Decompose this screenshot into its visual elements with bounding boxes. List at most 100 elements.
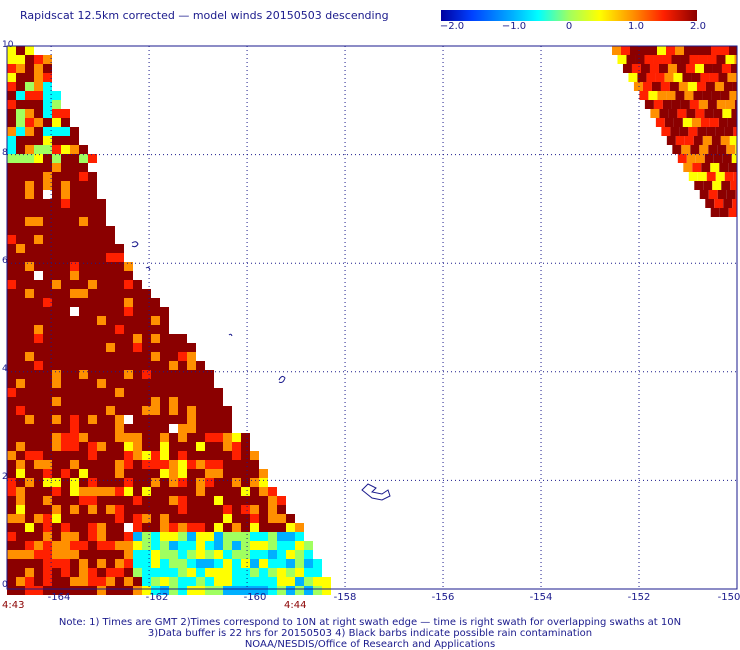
wind-cell — [178, 586, 187, 595]
wind-cell — [639, 46, 648, 55]
wind-cell — [106, 280, 115, 289]
wind-cell — [79, 244, 88, 253]
wind-cell — [205, 433, 214, 442]
wind-cell — [34, 199, 43, 208]
wind-cell — [196, 433, 205, 442]
wind-cell — [25, 46, 34, 55]
wind-cell — [169, 469, 178, 478]
wind-cell — [52, 307, 61, 316]
wind-cell — [34, 442, 43, 451]
wind-cell — [34, 460, 43, 469]
wind-cell — [178, 559, 187, 568]
wind-cell — [733, 127, 737, 136]
wind-cell — [79, 496, 88, 505]
wind-cell — [124, 325, 133, 334]
wind-cell — [43, 271, 52, 280]
wind-cell — [671, 100, 681, 109]
wind-cell — [52, 262, 61, 271]
wind-cell — [88, 226, 97, 235]
wind-cell — [25, 532, 34, 541]
wind-cell — [106, 487, 115, 496]
wind-cell — [241, 496, 250, 505]
wind-cell — [160, 370, 169, 379]
wind-cell — [178, 478, 187, 487]
wind-cell — [88, 433, 97, 442]
wind-cell — [286, 577, 295, 586]
wind-cell — [61, 208, 70, 217]
wind-cell — [79, 379, 88, 388]
wind-cell — [304, 577, 313, 586]
island-outline — [361, 483, 391, 501]
wind-cell — [43, 136, 52, 145]
wind-cell — [88, 343, 97, 352]
wind-cell — [25, 271, 34, 280]
wind-cell — [16, 586, 25, 595]
wind-cell — [106, 496, 115, 505]
wind-cell — [34, 469, 43, 478]
wind-cell — [25, 487, 34, 496]
wind-cell — [196, 550, 205, 559]
wind-cell — [241, 442, 250, 451]
wind-cell — [223, 442, 232, 451]
wind-cell — [97, 217, 106, 226]
wind-cell — [151, 550, 160, 559]
wind-cell — [711, 91, 721, 100]
wind-cell — [25, 415, 34, 424]
wind-cell — [160, 550, 169, 559]
wind-cell — [115, 487, 124, 496]
wind-cell — [214, 577, 223, 586]
wind-cell — [205, 397, 214, 406]
wind-cell — [97, 397, 106, 406]
wind-cell — [79, 424, 88, 433]
wind-cell — [709, 73, 719, 82]
wind-cell — [61, 433, 70, 442]
wind-cell — [43, 91, 52, 100]
wind-cell — [205, 514, 214, 523]
wind-cell — [223, 541, 232, 550]
wind-cell — [169, 586, 178, 595]
wind-cell — [169, 451, 178, 460]
wind-cell — [16, 325, 25, 334]
wind-cell — [277, 577, 286, 586]
wind-cell — [25, 127, 34, 136]
wind-cell — [693, 136, 703, 145]
wind-cell — [250, 550, 259, 559]
wind-cell — [16, 415, 25, 424]
wind-cell — [205, 442, 214, 451]
wind-cell — [61, 217, 70, 226]
wind-cell — [169, 379, 178, 388]
wind-cell — [52, 316, 61, 325]
wind-cell — [639, 91, 649, 100]
wind-cell — [88, 469, 97, 478]
wind-cell — [79, 172, 88, 181]
wind-cell — [79, 487, 88, 496]
wind-cell — [52, 514, 61, 523]
wind-cell — [133, 577, 142, 586]
wind-cell — [70, 343, 79, 352]
wind-cell — [70, 334, 79, 343]
wind-cell — [160, 406, 169, 415]
wind-cell — [25, 586, 34, 595]
wind-cell — [142, 415, 151, 424]
wind-cell — [52, 199, 61, 208]
wind-cell — [295, 550, 304, 559]
wind-cell — [106, 505, 115, 514]
wind-cell — [205, 415, 214, 424]
wind-cell — [25, 172, 34, 181]
wind-cell — [277, 550, 286, 559]
wind-cell — [115, 478, 124, 487]
wind-cell — [142, 487, 151, 496]
x-tick-label: -152 — [627, 592, 651, 603]
wind-cell — [106, 478, 115, 487]
wind-cell — [70, 127, 79, 136]
wind-cell — [70, 442, 79, 451]
wind-cell — [25, 253, 34, 262]
wind-cell — [268, 550, 277, 559]
wind-cell — [70, 190, 79, 199]
wind-cell — [97, 478, 106, 487]
wind-cell — [196, 586, 205, 595]
wind-cell — [241, 478, 250, 487]
wind-cell — [52, 226, 61, 235]
wind-cell — [631, 64, 641, 73]
